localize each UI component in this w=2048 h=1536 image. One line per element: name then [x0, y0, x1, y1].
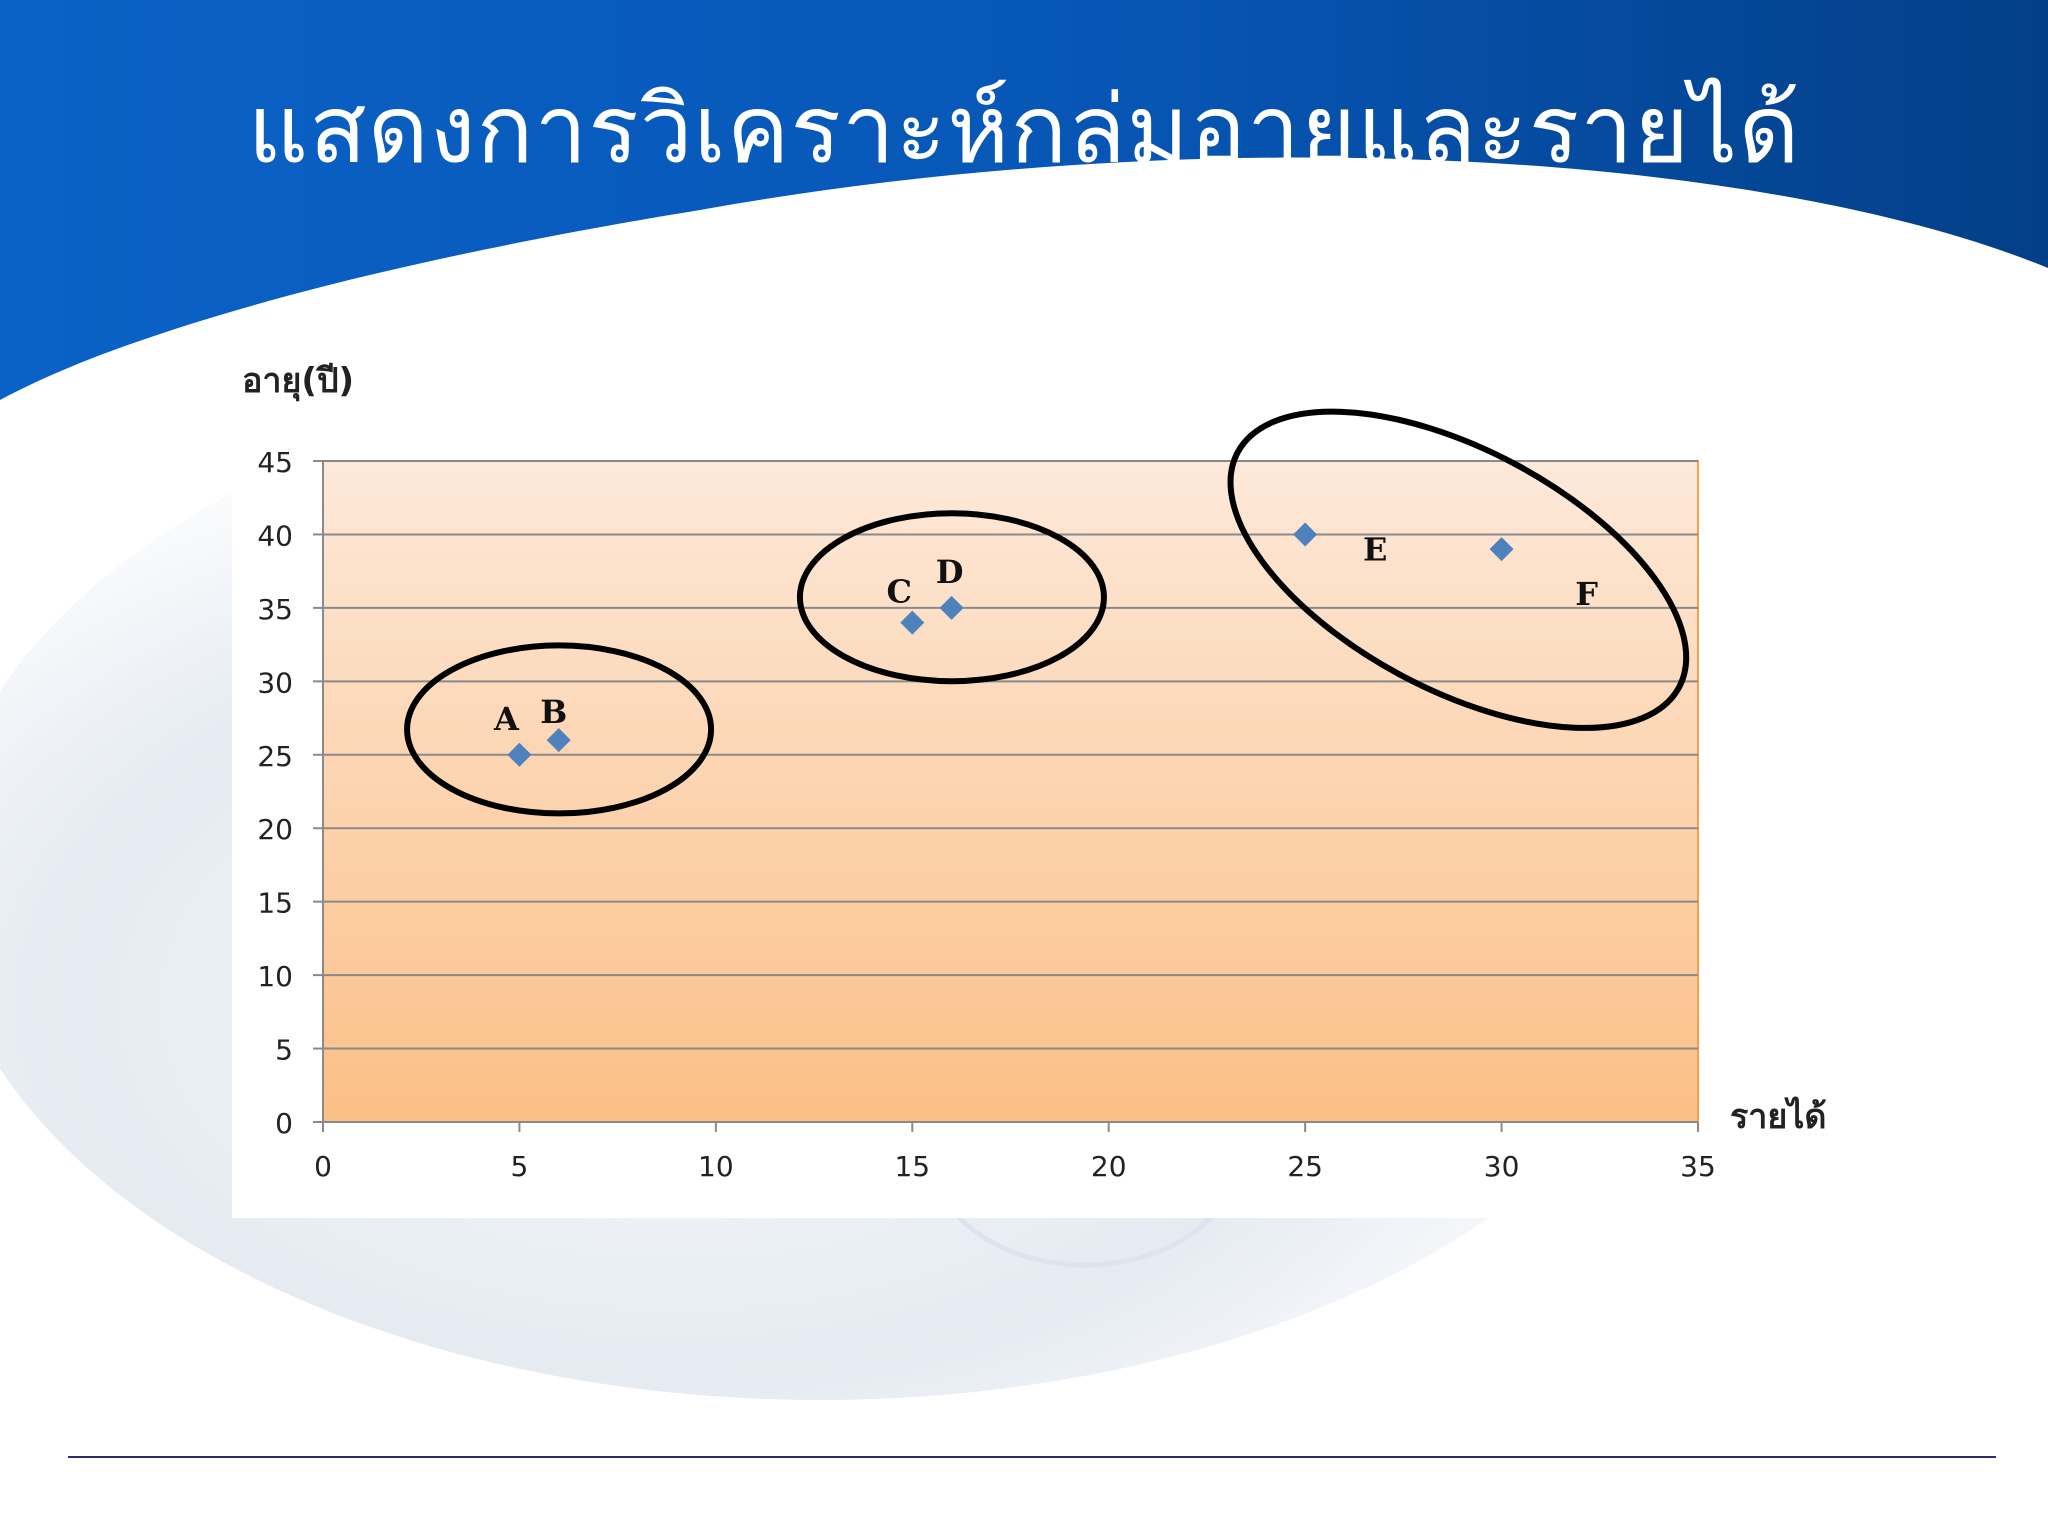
cluster-circles	[404, 408, 1690, 817]
x-tick-label: 0	[314, 1150, 332, 1183]
point-label-a: A	[493, 700, 520, 738]
point-label-e: E	[1363, 530, 1387, 568]
y-tick-label: 25	[257, 740, 293, 773]
data-point-f	[1489, 537, 1514, 562]
y-tick-label: 40	[257, 519, 293, 552]
x-axis-label: รายได้	[1730, 1096, 1826, 1137]
y-tick-label: 10	[257, 960, 293, 993]
data-point-a	[507, 742, 532, 767]
slide-title: แสดงการวิเคราะห์กลุ่มอายุและรายได้	[247, 76, 1801, 185]
data-point-d	[939, 595, 964, 620]
data-points	[507, 522, 1514, 767]
data-point-e	[1293, 522, 1318, 547]
x-tick-label: 15	[894, 1150, 930, 1183]
y-tick-label: 0	[275, 1107, 293, 1140]
x-tick-label: 20	[1091, 1150, 1127, 1183]
point-label-d: D	[936, 553, 964, 591]
x-tick-label: 30	[1484, 1150, 1520, 1183]
data-point-b	[546, 728, 571, 753]
cluster-circle	[404, 642, 715, 817]
plot-area	[322, 460, 1699, 1123]
y-tick-label: 20	[257, 813, 293, 846]
cluster-circle	[796, 510, 1107, 685]
y-tick-label: 30	[257, 666, 293, 699]
y-tick-label: 15	[257, 887, 293, 920]
header-swoosh	[0, 0, 2048, 400]
point-label-c: C	[887, 573, 912, 611]
x-tick-label: 35	[1680, 1150, 1716, 1183]
data-point-c	[900, 610, 925, 635]
y-tick-label: 45	[257, 446, 293, 479]
gridlines	[323, 460, 1698, 1050]
cluster-circle	[1227, 408, 1690, 731]
point-label-f: F	[1575, 575, 1598, 613]
y-tick-label: 35	[257, 593, 293, 626]
point-label-b: B	[540, 693, 567, 731]
x-tick-label: 25	[1287, 1150, 1323, 1183]
footer-divider	[68, 1456, 1996, 1458]
x-tick-label: 10	[698, 1150, 734, 1183]
axis-ticks: 0 5 10 15 20 25 30 35 40 45 0 5 10 15 20 25 30 35	[257, 446, 1715, 1183]
y-tick-label: 5	[275, 1034, 293, 1067]
point-labels: A B CD E F	[493, 530, 1598, 737]
x-tick-label: 5	[511, 1150, 529, 1183]
y-axis-label: อายุ(ปี)	[242, 361, 354, 402]
